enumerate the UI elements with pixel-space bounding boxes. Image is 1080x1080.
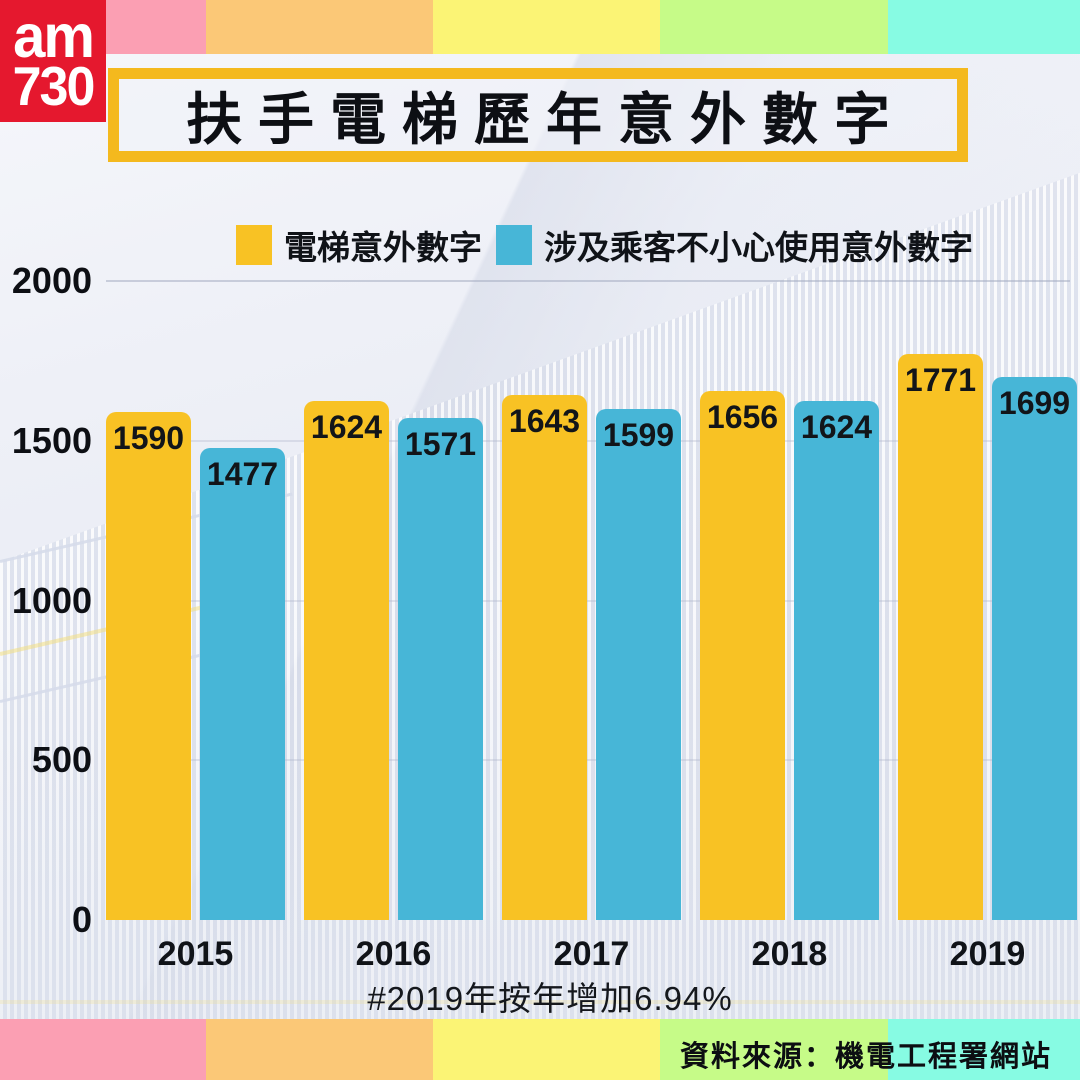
- gridline: [106, 280, 1070, 282]
- x-axis-label: 2017: [553, 935, 630, 973]
- bar-2018-escalator-accidents: 1656: [700, 390, 785, 920]
- title-box: 扶手電梯歷年意外數字: [108, 68, 968, 162]
- stripe-segment: [206, 0, 434, 54]
- bar-2015-passenger-careless: 1477: [200, 448, 285, 920]
- legend-item: 涉及乘客不小心使用意外數字: [496, 221, 973, 269]
- y-axis-label: 2000: [11, 260, 92, 301]
- x-axis-label: 2015: [157, 935, 234, 973]
- logo-line1: am: [13, 2, 95, 72]
- stripe-segment: [0, 1019, 207, 1080]
- bar-value-label: 1599: [602, 417, 675, 454]
- escalator-step-yellow-edge: [0, 1000, 1080, 1004]
- legend-swatch: [496, 225, 532, 265]
- x-axis-label: 2019: [949, 935, 1026, 973]
- am730-logo: am 730: [0, 0, 106, 122]
- legend-label: 涉及乘客不小心使用意外數字: [544, 229, 973, 266]
- bar-2018-passenger-careless: 1624: [794, 401, 879, 920]
- footnote: #2019年按年增加6.94%: [367, 980, 733, 1017]
- bar-2019-passenger-careless: 1699: [992, 377, 1077, 920]
- bar-value-label: 1624: [800, 409, 873, 446]
- x-axis-label: 2018: [751, 935, 828, 973]
- legend-label: 電梯意外數字: [284, 229, 482, 266]
- bar-value-label: 1656: [706, 398, 779, 435]
- x-axis-label: 2016: [355, 935, 432, 973]
- stripe-segment: [887, 1019, 1080, 1080]
- bar-value-label: 1571: [404, 426, 477, 463]
- bar-value-label: 1771: [904, 362, 977, 399]
- stripe-segment: [659, 1019, 888, 1080]
- stripe-segment: [206, 1019, 434, 1080]
- y-axis-label: 1000: [11, 579, 92, 621]
- chart-legend: 電梯意外數字 涉及乘客不小心使用意外數字: [236, 224, 973, 266]
- stripe-segment: [659, 0, 888, 54]
- bar-value-label: 1624: [310, 409, 383, 446]
- bar-2019-escalator-accidents: 1771: [898, 354, 983, 920]
- bar-2017-passenger-careless: 1599: [596, 409, 681, 920]
- bar-2015-escalator-accidents: 1590: [106, 411, 191, 920]
- bottom-stripe: [0, 1019, 1080, 1080]
- bar-2016-escalator-accidents: 1624: [304, 401, 389, 920]
- y-axis-label: 0: [71, 899, 92, 940]
- stripe-segment: [433, 0, 660, 54]
- bar-2017-escalator-accidents: 1643: [502, 395, 587, 920]
- bar-value-label: 1477: [206, 456, 279, 493]
- bar-value-label: 1643: [508, 403, 581, 440]
- legend-swatch: [236, 225, 272, 265]
- bar-value-label: 1590: [112, 419, 185, 456]
- page-title: 扶手電梯歷年意外數字: [186, 87, 906, 151]
- logo-line2: 730: [12, 56, 96, 118]
- stripe-segment: [433, 1019, 660, 1080]
- legend-item: 電梯意外數字: [236, 221, 482, 269]
- bar-value-label: 1699: [998, 385, 1071, 422]
- gridline: [106, 599, 1070, 602]
- bar-2016-passenger-careless: 1571: [398, 418, 483, 920]
- gridline: [106, 439, 1070, 442]
- stripe-segment: [887, 0, 1080, 54]
- y-axis-label: 1500: [11, 419, 92, 461]
- y-axis-label: 500: [31, 739, 92, 781]
- source-note: 資料來源：機電工程署網站: [679, 1041, 1052, 1073]
- gridline: [106, 759, 1070, 762]
